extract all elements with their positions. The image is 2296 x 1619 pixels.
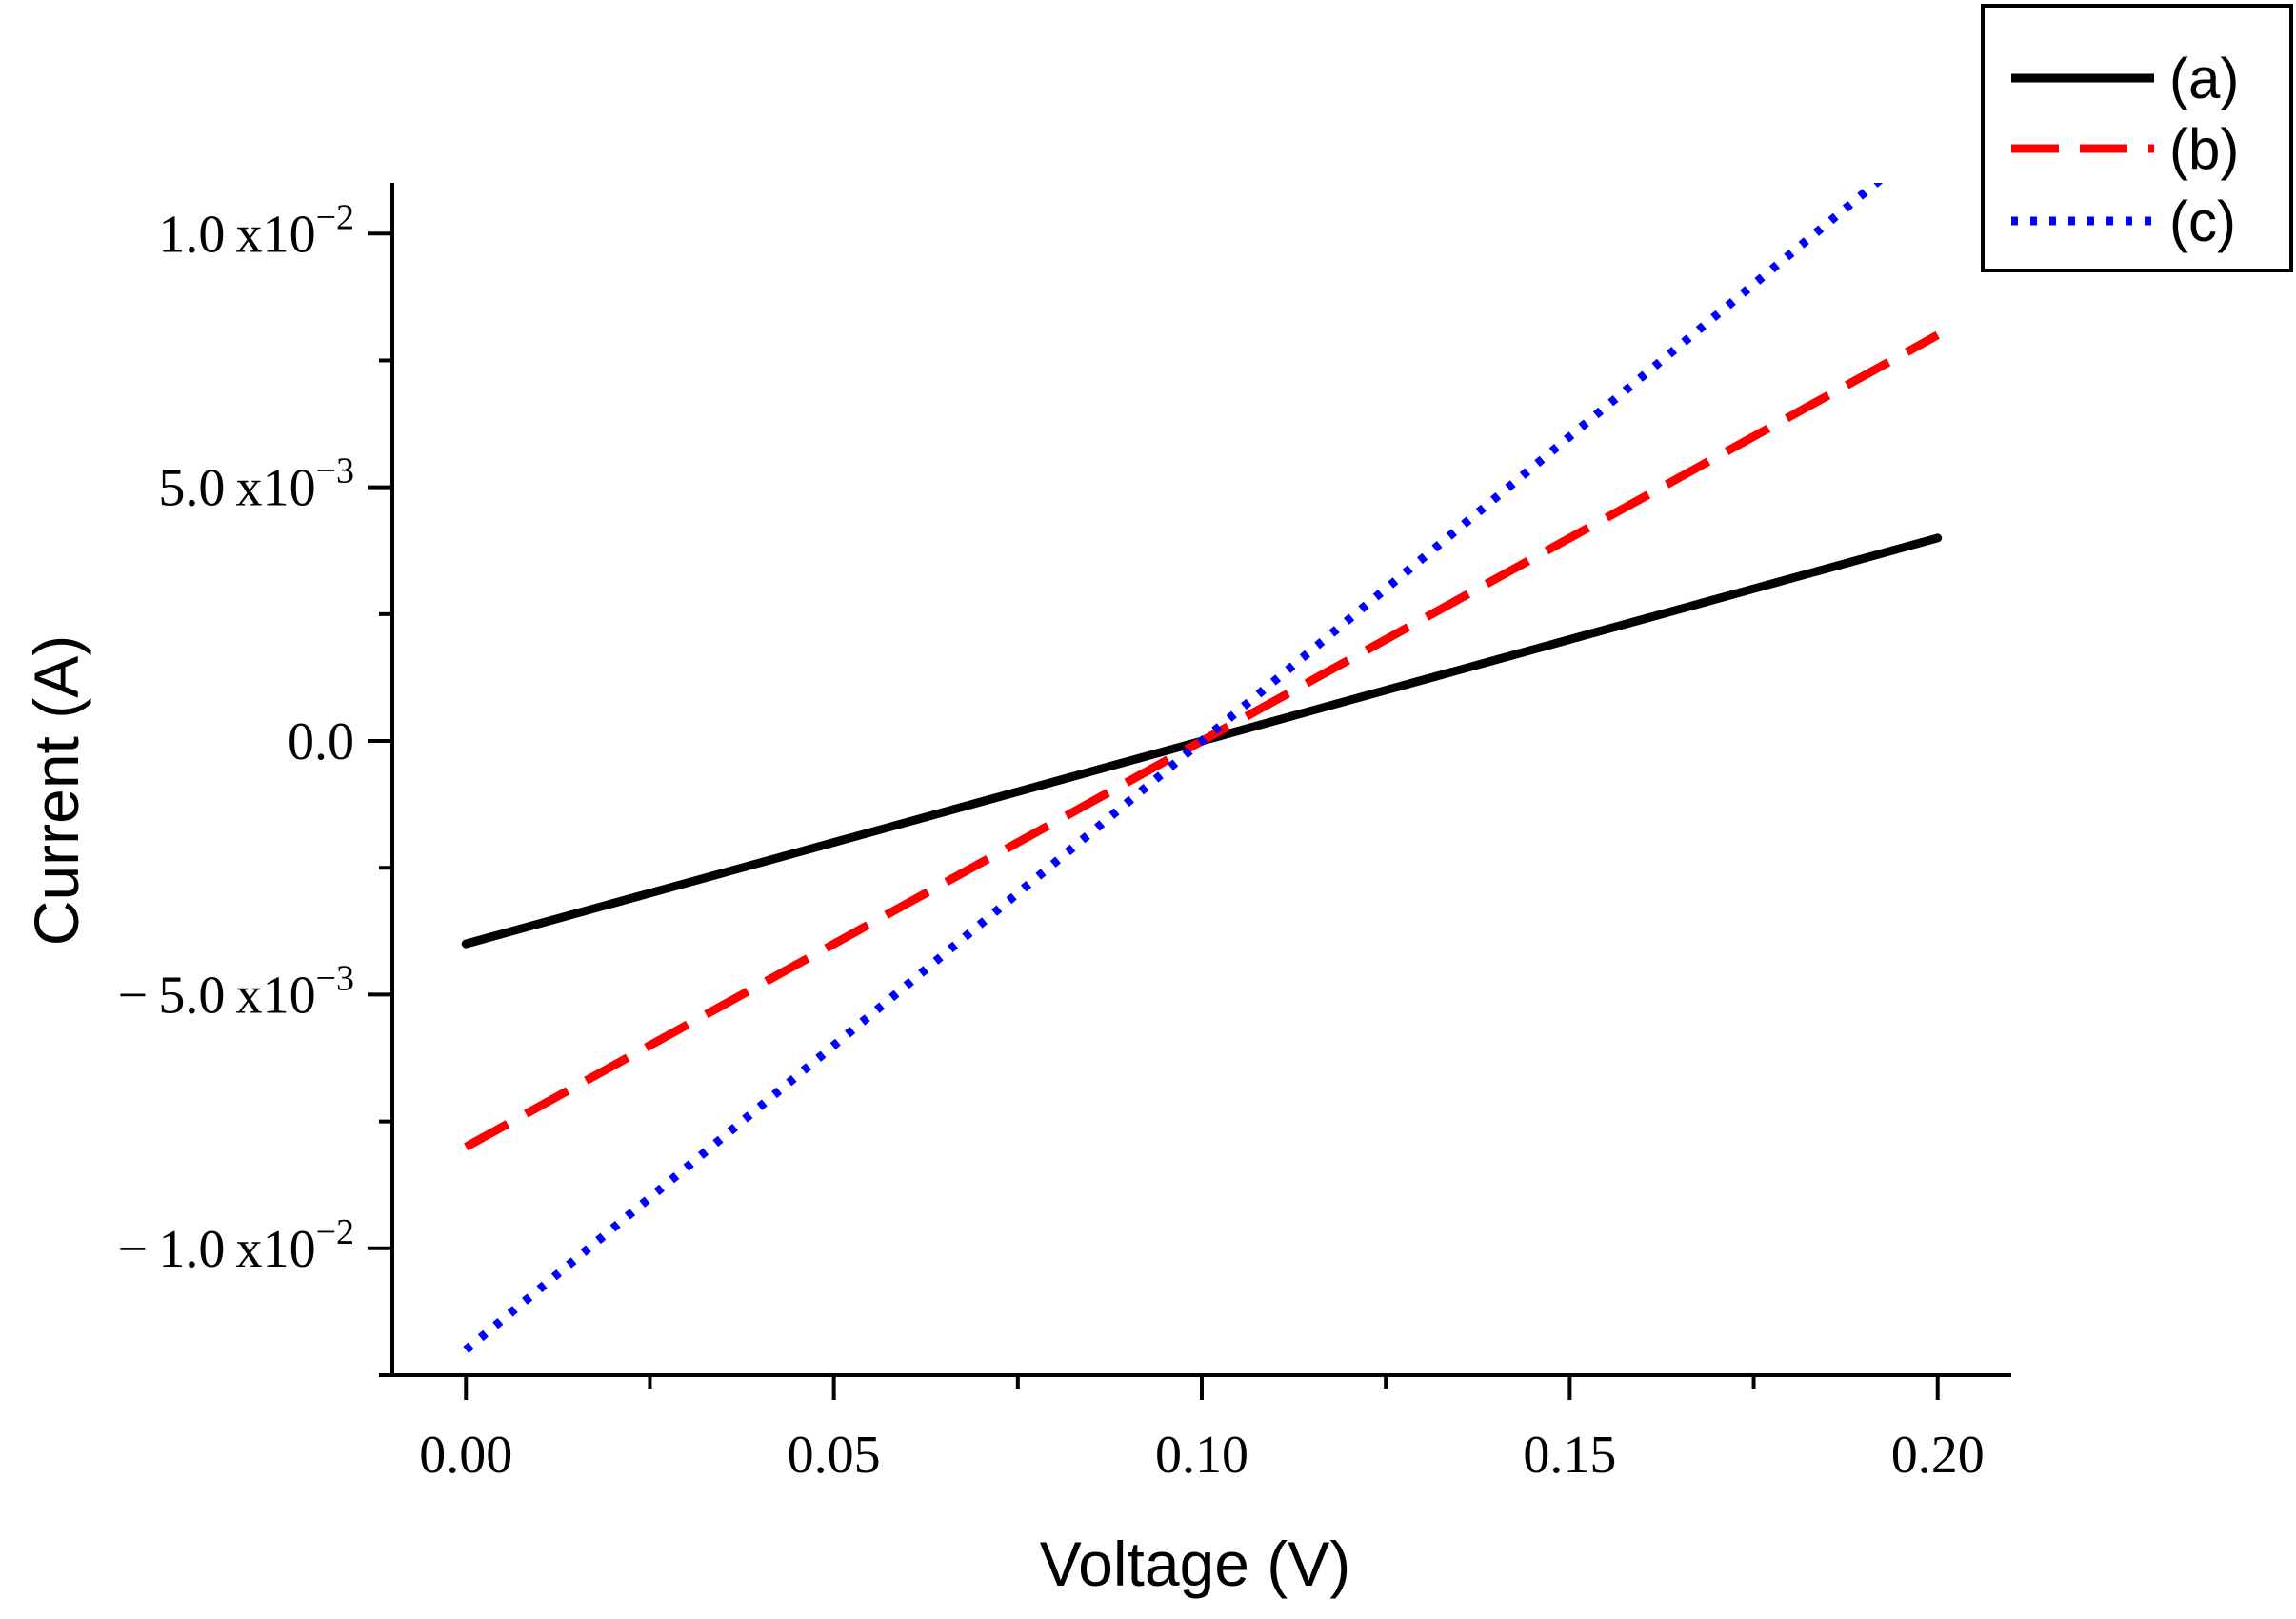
legend-label-c: (c) <box>2169 190 2236 253</box>
y-axis-ticks: − 1.0 x10−2 − 5.0 x10−3 0.0 5.0 x10−3 1.0 x1… <box>118 197 392 1377</box>
y-tick-label: 0.0 <box>288 712 354 771</box>
x-axis-ticks: 0.00 0.05 0.10 0.15 0.20 <box>419 1375 1985 1485</box>
legend-label-a: (a) <box>2169 47 2239 110</box>
y-tick-label: − 1.0 x10−2 <box>118 1212 354 1279</box>
y-tick-label: − 5.0 x10−3 <box>118 958 354 1025</box>
series-layer <box>461 183 1943 1353</box>
legend: (a) (b) (c) <box>1981 4 2293 272</box>
x-tick-label: 0.20 <box>1891 1426 1985 1485</box>
legend-label-b: (b) <box>2169 117 2239 181</box>
axes <box>390 183 2011 1377</box>
y-tick-label: 5.0 x10−3 <box>158 451 354 518</box>
y-tick-label: 1.0 x10−2 <box>158 197 354 264</box>
x-tick-label: 0.15 <box>1523 1426 1616 1485</box>
legend-entries: (a) (b) (c) <box>2011 47 2239 253</box>
x-tick-label: 0.10 <box>1155 1426 1248 1485</box>
x-tick-label: 0.05 <box>788 1426 881 1485</box>
x-axis-title: Voltage (V) <box>1040 1529 1351 1599</box>
x-tick-label: 0.00 <box>419 1426 512 1485</box>
legend-box <box>1981 4 2293 272</box>
y-axis-title: Current (A) <box>21 635 91 946</box>
series-line-c <box>463 183 1884 1353</box>
